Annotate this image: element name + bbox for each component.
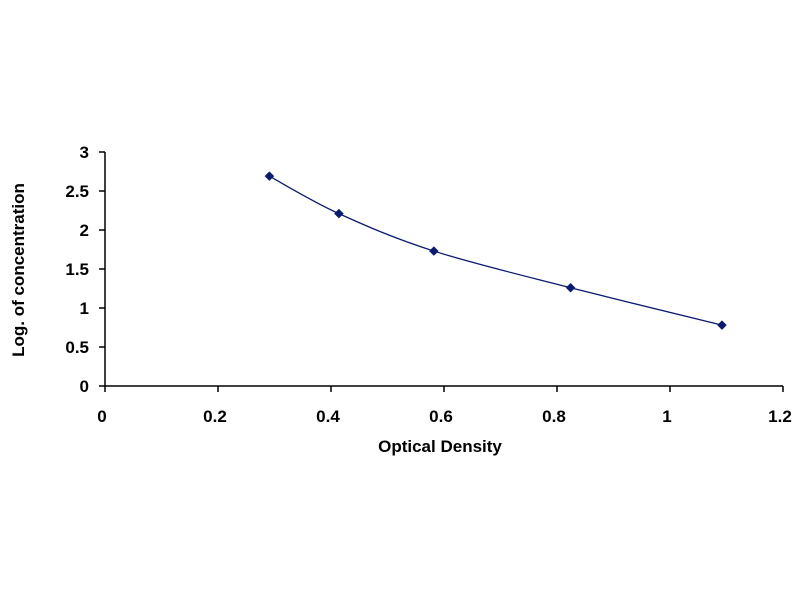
x-tick-label: 0.6 [429,407,453,426]
x-tick-label: 0.4 [316,407,340,426]
y-tick-label: 1 [80,299,89,318]
y-ticks: 0 0.5 1 1.5 2 2.5 3 [65,143,105,396]
x-tick-label: 0 [97,407,106,426]
y-tick-label: 0.5 [65,338,89,357]
x-tick-label: 0.8 [542,407,566,426]
x-ticks: 0 0.2 0.4 0.6 0.8 1 1.2 [97,386,792,426]
data-point-marker [565,282,576,293]
y-tick-label: 2 [80,221,89,240]
x-tick-label: 0.2 [203,407,227,426]
series-line [269,175,723,326]
data-point-marker [264,171,275,182]
x-axis-title: Optical Density [378,437,502,456]
y-tick-label: 1.5 [65,260,89,279]
axes [104,152,783,387]
data-point-marker [717,320,727,331]
y-tick-label: 3 [80,143,89,162]
plot-area [264,171,727,331]
y-tick-label: 2.5 [65,182,89,201]
x-tick-label: 1 [662,407,671,426]
data-point-marker [428,246,439,256]
y-tick-label: 0 [80,377,89,396]
x-tick-label: 1.2 [768,407,792,426]
y-axis-title: Log. of concentration [9,183,28,357]
data-point-marker [334,208,344,219]
